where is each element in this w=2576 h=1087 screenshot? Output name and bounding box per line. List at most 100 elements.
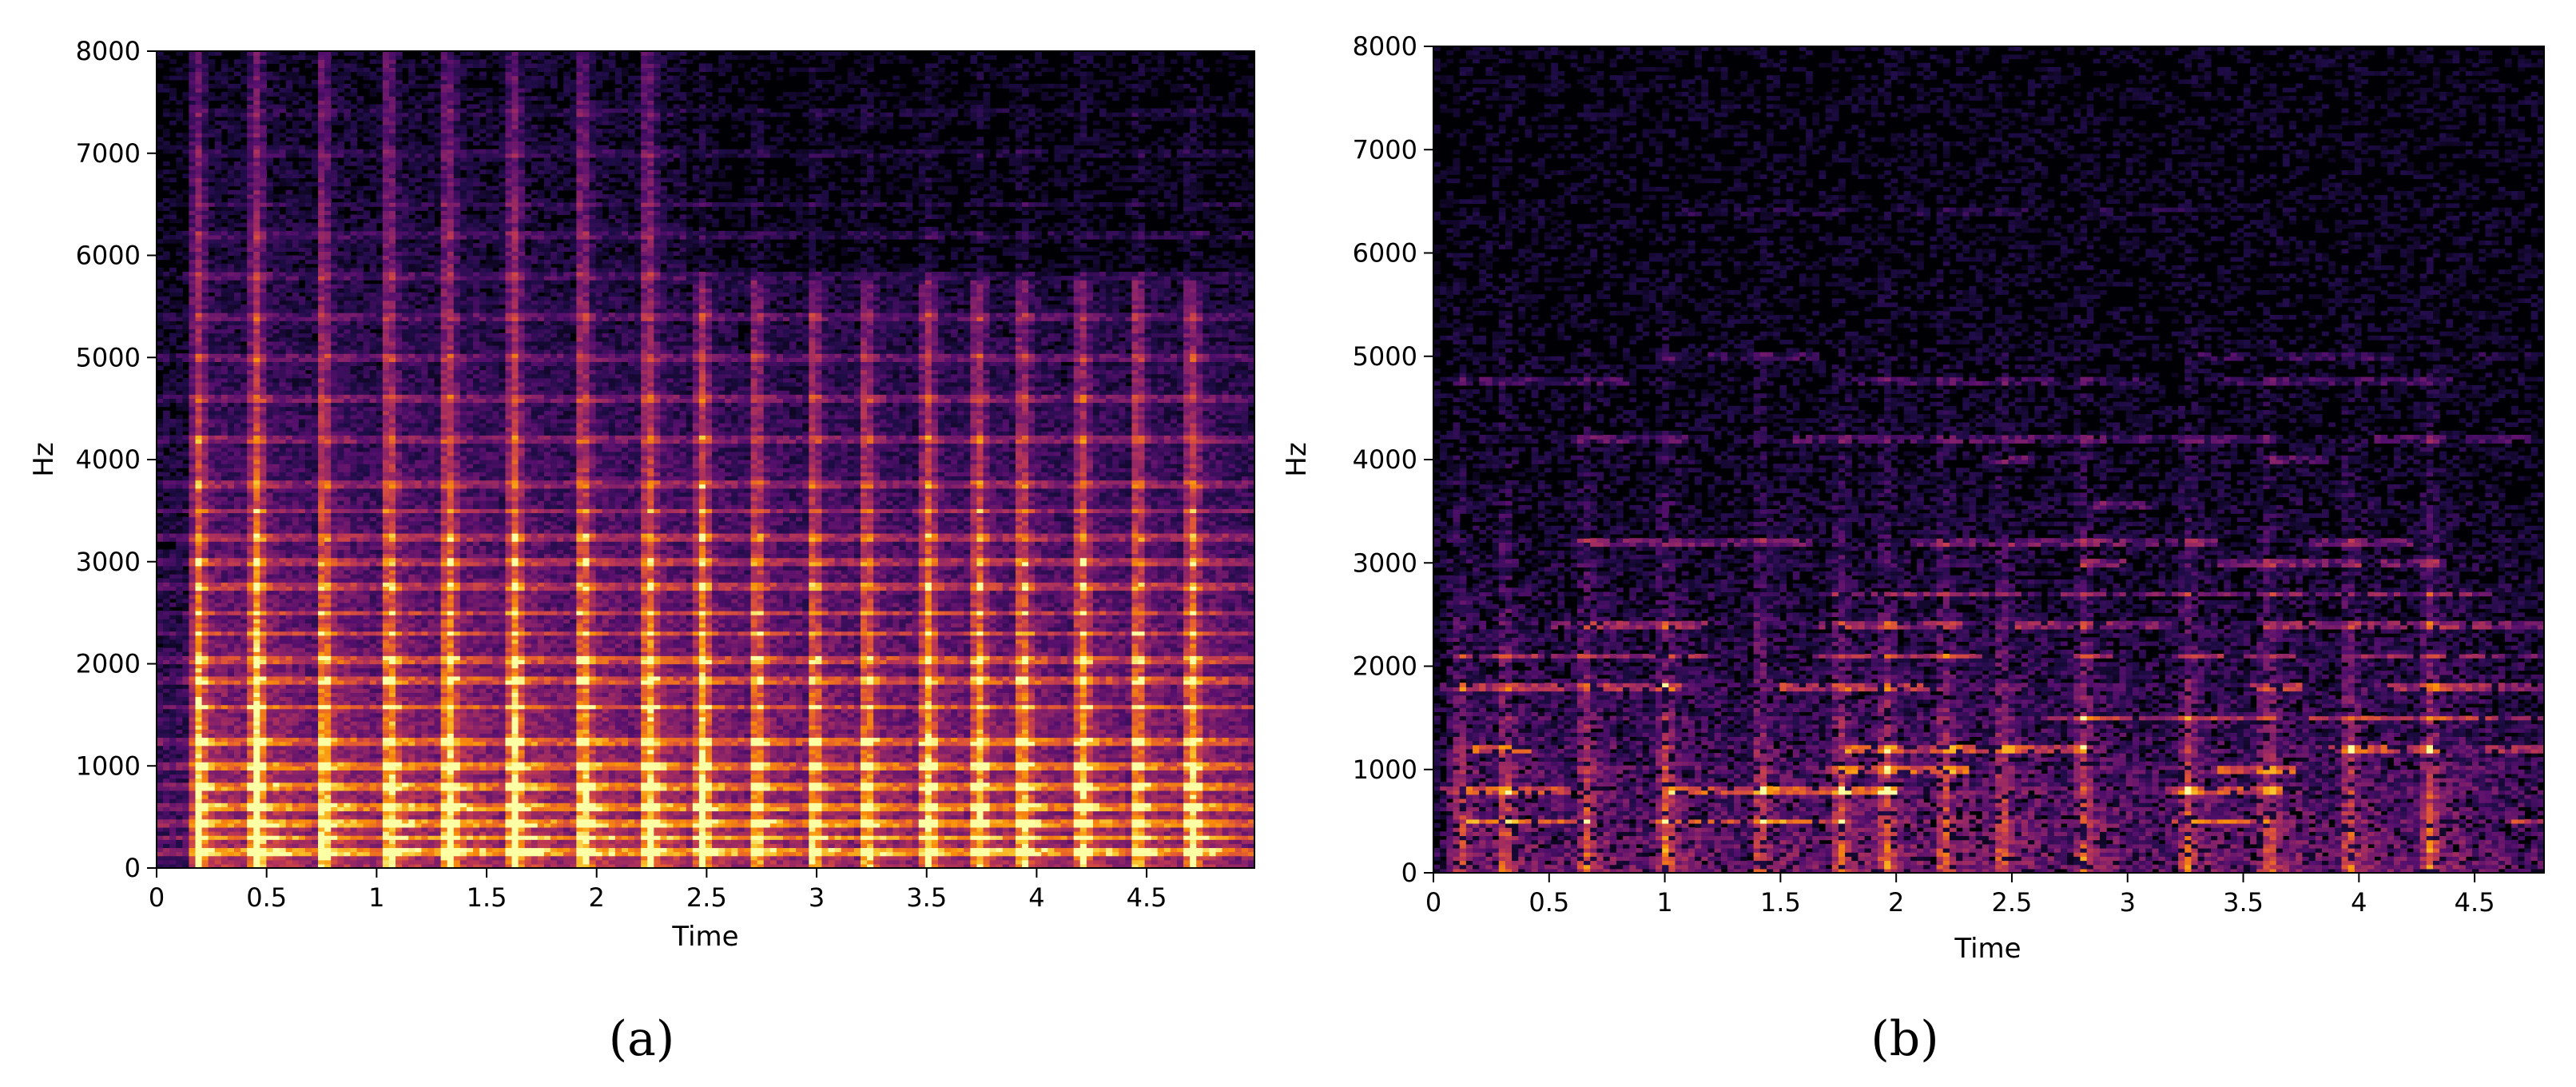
spectrogram-cell <box>209 500 216 505</box>
spectrogram-cell <box>215 835 222 840</box>
spectrogram-cell <box>299 423 306 428</box>
spectrogram-cell <box>280 721 287 726</box>
spectrogram-cell <box>260 390 267 395</box>
spectrogram-cell <box>272 603 280 607</box>
spectrogram-cell <box>253 566 260 571</box>
spectrogram-cell <box>241 852 248 857</box>
spectrogram-cell <box>169 525 177 530</box>
spectrogram-cell <box>234 133 241 137</box>
spectrogram-cell <box>221 276 229 281</box>
spectrogram-cell <box>221 717 229 722</box>
spectrogram-cell <box>272 113 280 117</box>
spectrogram-cell <box>266 145 273 150</box>
spectrogram-cell <box>195 444 202 448</box>
spectrogram-cell <box>202 121 209 125</box>
spectrogram-cell <box>272 402 280 407</box>
spectrogram-cell <box>228 456 235 460</box>
spectrogram-cell <box>176 664 183 669</box>
spectrogram-cell <box>253 562 260 567</box>
spectrogram-cell <box>195 439 202 444</box>
spectrogram-cell <box>209 117 216 121</box>
spectrogram-cell <box>221 341 229 346</box>
spectrogram-cell <box>182 647 189 652</box>
spectrogram-cell <box>286 76 293 81</box>
spectrogram-cell <box>260 431 267 436</box>
spectrogram-cell <box>209 680 216 685</box>
spectrogram-cell <box>163 444 170 448</box>
spectrogram-cell <box>189 121 196 125</box>
spectrogram-cell <box>163 235 170 240</box>
spectrogram-cell <box>221 635 229 640</box>
spectrogram-cell <box>228 476 235 480</box>
spectrogram-cell <box>157 125 164 129</box>
spectrogram-cell <box>247 313 254 317</box>
spectrogram-cell <box>169 611 177 615</box>
spectrogram-cell <box>228 770 235 774</box>
spectrogram-cell <box>260 88 267 93</box>
spectrogram-cell <box>247 317 254 321</box>
spectrogram-cell <box>247 113 254 117</box>
spectrogram-cell <box>266 591 273 595</box>
spectrogram-cell <box>280 63 287 68</box>
spectrogram-cell <box>241 529 248 534</box>
spectrogram-cell <box>215 468 222 472</box>
spectrogram-cell <box>266 386 273 391</box>
spectrogram-cell <box>260 611 267 615</box>
spectrogram-cell <box>209 328 216 333</box>
spectrogram-cell <box>266 595 273 599</box>
spectrogram-cell <box>292 794 300 799</box>
spectrogram-cell <box>157 599 164 603</box>
spectrogram-cell <box>202 317 209 321</box>
spectrogram-cell <box>286 361 293 366</box>
spectrogram-cell <box>176 328 183 333</box>
spectrogram-cell <box>169 496 177 501</box>
spectrogram-cell <box>189 419 196 424</box>
spectrogram-cell <box>299 717 306 722</box>
spectrogram-cell <box>221 852 229 857</box>
spectrogram-cell <box>241 672 248 677</box>
spectrogram-cell <box>241 333 248 338</box>
spectrogram-cell <box>272 317 280 321</box>
spectrogram-cell <box>266 582 273 587</box>
spectrogram-cell <box>228 517 235 522</box>
spectrogram-cell <box>292 460 300 464</box>
spectrogram-cell <box>241 541 248 546</box>
spectrogram-cell <box>286 570 293 575</box>
spectrogram-cell <box>202 631 209 636</box>
spectrogram-cell <box>163 794 170 799</box>
spectrogram-cell <box>209 607 216 611</box>
spectrogram-cell <box>286 88 293 93</box>
spectrogram-cell <box>182 750 189 755</box>
spectrogram-cell <box>299 448 306 452</box>
spectrogram-cell <box>189 725 196 730</box>
spectrogram-cell <box>247 554 254 559</box>
spectrogram-cell <box>247 419 254 424</box>
spectrogram-cell <box>169 582 177 587</box>
spectrogram-cell <box>286 566 293 571</box>
spectrogram-cell <box>209 603 216 607</box>
spectrogram-cell <box>292 574 300 579</box>
spectrogram-cell <box>253 243 260 248</box>
spectrogram-cell <box>189 415 196 420</box>
spectrogram-cell <box>234 794 241 799</box>
spectrogram-cell <box>260 456 267 460</box>
spectrogram-cell <box>221 692 229 697</box>
spectrogram-cell <box>195 778 202 783</box>
spectrogram-cell <box>221 272 229 277</box>
spectrogram-cell <box>241 709 248 714</box>
spectrogram-cell <box>299 194 306 199</box>
spectrogram-cell <box>260 280 267 285</box>
spectrogram-cell <box>189 100 196 105</box>
spectrogram-cell <box>280 823 287 828</box>
spectrogram-cell <box>157 758 164 762</box>
spectrogram-cell <box>228 533 235 538</box>
spectrogram-cell <box>182 562 189 567</box>
spectrogram-cell <box>189 794 196 799</box>
spectrogram-cell <box>228 599 235 603</box>
spectrogram-cell <box>260 444 267 448</box>
spectrogram-cell <box>247 484 254 489</box>
spectrogram-cell <box>195 713 202 718</box>
spectrogram-cell <box>215 676 222 681</box>
spectrogram-cell <box>189 231 196 236</box>
spectrogram-cell <box>286 173 293 178</box>
